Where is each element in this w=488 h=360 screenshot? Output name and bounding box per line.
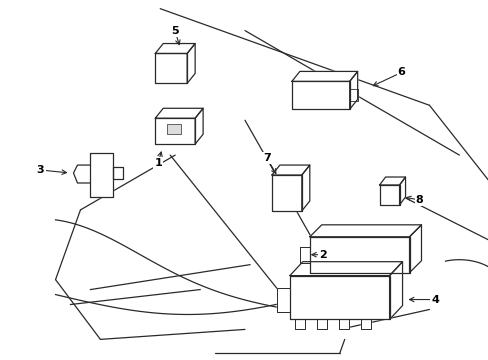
Polygon shape bbox=[155, 108, 203, 118]
Polygon shape bbox=[316, 319, 326, 329]
Polygon shape bbox=[155, 44, 195, 54]
Text: 8: 8 bbox=[415, 195, 423, 205]
Polygon shape bbox=[276, 288, 289, 312]
Polygon shape bbox=[349, 89, 357, 101]
Polygon shape bbox=[195, 108, 203, 144]
Polygon shape bbox=[408, 225, 421, 273]
Polygon shape bbox=[360, 319, 370, 329]
Polygon shape bbox=[271, 165, 309, 175]
Polygon shape bbox=[113, 167, 123, 179]
Polygon shape bbox=[338, 319, 348, 329]
Polygon shape bbox=[291, 71, 357, 81]
Polygon shape bbox=[291, 81, 349, 109]
Bar bbox=[167, 124, 181, 134]
Polygon shape bbox=[309, 225, 421, 237]
Polygon shape bbox=[379, 185, 399, 205]
Text: 5: 5 bbox=[171, 26, 179, 36]
Polygon shape bbox=[309, 237, 408, 273]
Text: 7: 7 bbox=[263, 153, 270, 163]
Polygon shape bbox=[289, 262, 402, 276]
Polygon shape bbox=[90, 153, 113, 197]
Text: 1: 1 bbox=[154, 158, 162, 168]
Polygon shape bbox=[399, 177, 405, 205]
Polygon shape bbox=[271, 175, 301, 211]
Polygon shape bbox=[155, 118, 195, 144]
Polygon shape bbox=[349, 71, 357, 109]
Polygon shape bbox=[294, 319, 304, 329]
Polygon shape bbox=[289, 276, 389, 319]
Text: 2: 2 bbox=[318, 250, 326, 260]
Text: 4: 4 bbox=[430, 294, 439, 305]
Polygon shape bbox=[379, 177, 405, 185]
Text: 6: 6 bbox=[397, 67, 405, 77]
Polygon shape bbox=[389, 262, 402, 319]
Polygon shape bbox=[187, 44, 195, 84]
Polygon shape bbox=[155, 54, 187, 84]
Polygon shape bbox=[73, 165, 90, 183]
Polygon shape bbox=[301, 165, 309, 211]
Text: 3: 3 bbox=[37, 165, 44, 175]
Polygon shape bbox=[299, 247, 309, 263]
